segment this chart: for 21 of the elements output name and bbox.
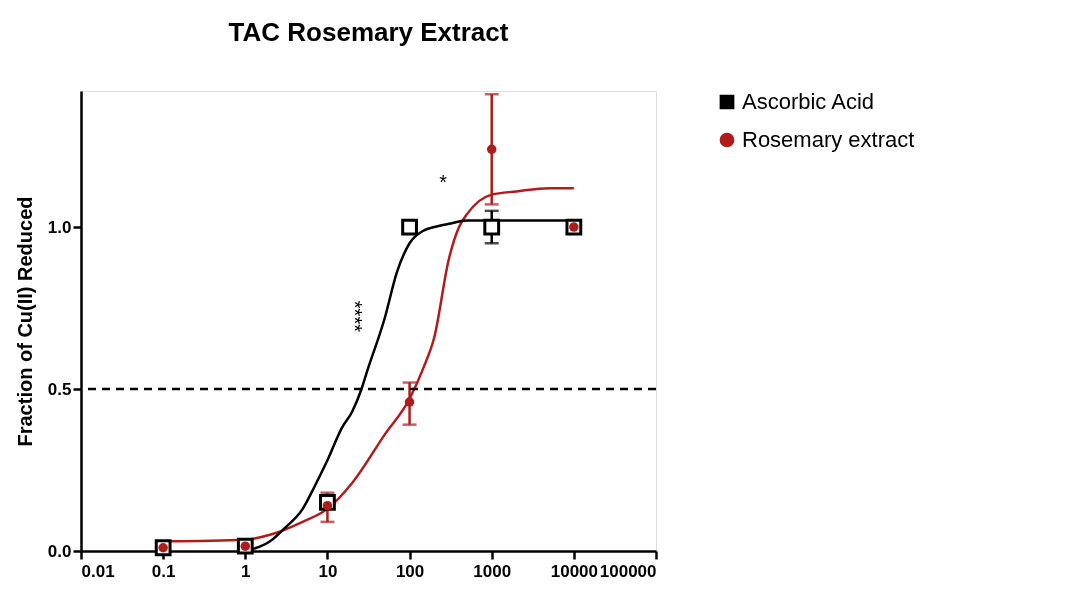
x-tick-label: 100 bbox=[395, 561, 425, 581]
x-tick-label: 0.01 bbox=[81, 561, 115, 581]
point bbox=[404, 397, 415, 407]
x-tick-label: 1000 bbox=[473, 561, 512, 581]
y-tick-label: 0.5 bbox=[47, 379, 72, 399]
x-tick-label: 0.1 bbox=[151, 561, 176, 581]
point bbox=[483, 218, 501, 236]
annotation: * bbox=[439, 171, 448, 193]
x-tick-label: 100000 bbox=[599, 561, 657, 581]
chart-title: TAC Rosemary Extract bbox=[228, 17, 509, 47]
x-tick-label: 10000 bbox=[550, 561, 598, 581]
y-tick-label: 1.0 bbox=[47, 217, 72, 237]
y-tick-label: 0.0 bbox=[47, 541, 72, 561]
point bbox=[401, 218, 418, 236]
legend-label: Rosemary extract bbox=[742, 127, 915, 152]
legend-label: Ascorbic Acid bbox=[742, 89, 875, 114]
y-axis-title: Fraction of Cu(II) Reduced bbox=[13, 196, 36, 447]
x-tick-label: 1 bbox=[241, 561, 251, 581]
x-tick-label: 10 bbox=[318, 561, 338, 581]
annotation: **** bbox=[344, 300, 367, 333]
point bbox=[486, 144, 497, 155]
